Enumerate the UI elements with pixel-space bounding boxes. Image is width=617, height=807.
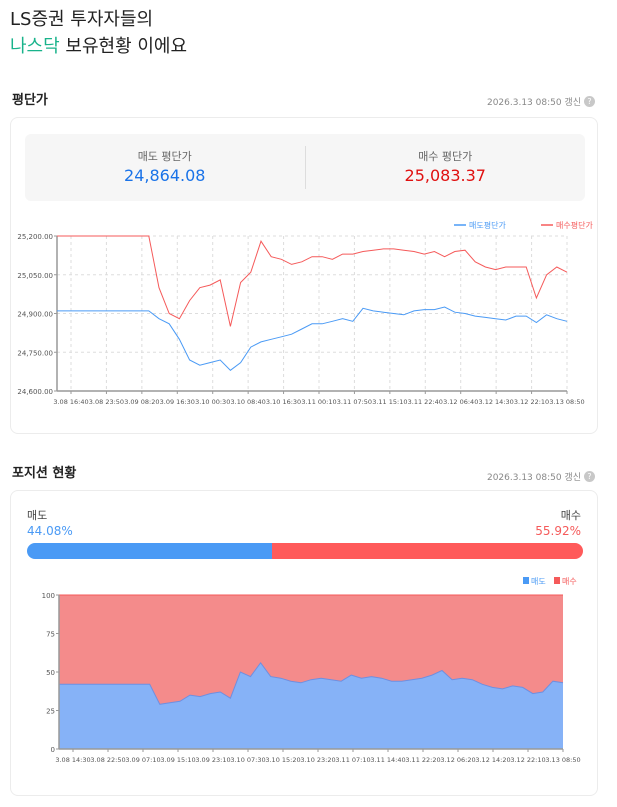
help-icon[interactable]: ? xyxy=(584,471,595,482)
x-tick-label: 3.09 07:10 xyxy=(125,756,160,764)
y-tick-label: 0 xyxy=(51,746,55,754)
updated-time: 2026.3.13 08:50 갱신 xyxy=(486,98,581,108)
position-updated: 2026.3.13 08:50 갱신? xyxy=(487,470,595,483)
legend-swatch xyxy=(523,577,529,584)
x-tick-label: 3.09 08:20 xyxy=(124,398,159,406)
legend-swatch xyxy=(554,577,560,584)
x-tick-label: 3.10 15:20 xyxy=(265,756,300,764)
x-tick-label: 3.13 08:50 xyxy=(545,756,580,764)
buy-avg-label: 매수 평단가 xyxy=(418,150,473,163)
title-line2: 보유현황 이에요 xyxy=(59,36,188,57)
updated-time: 2026.3.13 08:50 갱신 xyxy=(486,473,581,483)
x-tick-label: 3.11 15:10 xyxy=(372,398,407,406)
avg-price-line-chart: 24,600.00 24,750.00 24,900.00 25,050.00 25,2… xyxy=(17,220,593,406)
y-tick-label: 24,600.00 xyxy=(17,388,53,396)
sell-pct: 44.08% xyxy=(27,524,73,538)
x-tick-label: 3.12 14:30 xyxy=(479,398,514,406)
help-icon[interactable]: ? xyxy=(584,96,595,107)
x-tick-label: 3.08 14:30 xyxy=(55,756,90,764)
position-area-chart: 0 25 50 75 100 3.08 14:30 3.08 22:50 3.09 07:10… xyxy=(42,577,581,764)
position-ratio-bar xyxy=(27,543,583,559)
sell-area-edge xyxy=(59,661,564,705)
x-tick-label: 3.08 16:40 xyxy=(53,398,88,406)
market-name: 나스닥 xyxy=(10,36,60,57)
sell-label: 매도 xyxy=(27,509,48,522)
y-tick-label: 25,050.00 xyxy=(17,272,53,280)
x-tick-label: 3.12 06:20 xyxy=(440,756,475,764)
legend-label: 매도 xyxy=(531,577,546,586)
legend-label: 매수평단가 xyxy=(556,220,593,230)
y-tick-label: 24,750.00 xyxy=(17,349,53,357)
buy-bar xyxy=(272,543,583,559)
y-tick-label: 25 xyxy=(46,708,55,716)
x-tick-label: 3.11 22:40 xyxy=(408,398,443,406)
x-tick-label: 3.10 08:40 xyxy=(231,398,266,406)
buy-label: 매수 xyxy=(560,509,581,522)
series-line-sell xyxy=(57,306,568,371)
x-tick-label: 3.11 07:50 xyxy=(337,398,372,406)
sell-area xyxy=(59,662,563,749)
position-card: 매도 44.08% 매수 55.92% 0 25 50 75 100 3.08 14:30… xyxy=(10,490,598,796)
x-tick-label: 3.12 22:10 xyxy=(514,398,549,406)
y-tick-label: 24,900.00 xyxy=(17,311,53,319)
x-tick-label: 3.10 07:30 xyxy=(230,756,265,764)
avg-updated: 2026.3.13 08:50 갱신? xyxy=(487,95,595,108)
x-tick-label: 3.09 15:10 xyxy=(160,756,195,764)
x-tick-label: 3.12 14:20 xyxy=(475,756,510,764)
sell-avg-value: 24,864.08 xyxy=(124,166,206,185)
position-heading: 포지션 현황 xyxy=(12,466,77,481)
x-tick-label: 3.10 23:20 xyxy=(300,756,335,764)
legend-label: 매도평단가 xyxy=(469,220,506,230)
x-tick-label: 3.12 06:40 xyxy=(443,398,478,406)
y-tick-label: 50 xyxy=(46,669,55,677)
x-tick-label: 3.09 16:30 xyxy=(160,398,195,406)
x-tick-label: 3.08 22:50 xyxy=(90,756,125,764)
y-tick-label: 25,200.00 xyxy=(17,233,53,241)
page-title: LS증권 투자자들의 나스닥 보유현황 이에요 xyxy=(10,6,187,60)
avg-price-card: 매도 평단가 24,864.08 매수 평단가 25,083.37 24,600.0… xyxy=(10,117,598,434)
avg-summary: 매도 평단가 24,864.08 매수 평단가 25,083.37 xyxy=(25,134,585,201)
buy-avg-value: 25,083.37 xyxy=(404,166,486,185)
series-line-buy xyxy=(57,235,568,327)
x-tick-label: 3.10 00:30 xyxy=(195,398,230,406)
x-tick-label: 3.09 23:10 xyxy=(195,756,230,764)
buy-pct: 55.92% xyxy=(535,524,581,538)
y-tick-label: 75 xyxy=(46,631,55,639)
sell-bar xyxy=(27,543,273,559)
x-tick-label: 3.11 00:10 xyxy=(301,398,336,406)
avg-price-heading: 평단가 xyxy=(12,93,48,108)
x-tick-label: 3.11 07:10 xyxy=(335,756,370,764)
x-tick-label: 3.13 08:50 xyxy=(549,398,584,406)
y-tick-label: 100 xyxy=(42,592,55,600)
x-tick-label: 3.10 16:30 xyxy=(266,398,301,406)
x-tick-label: 3.12 22:10 xyxy=(510,756,545,764)
title-line1: LS증권 투자자들의 xyxy=(10,9,154,30)
divider xyxy=(304,146,306,189)
sell-avg-label: 매도 평단가 xyxy=(137,150,192,163)
x-tick-label: 3.11 14:40 xyxy=(370,756,405,764)
x-tick-label: 3.11 22:20 xyxy=(405,756,440,764)
x-tick-label: 3.08 23:50 xyxy=(89,398,124,406)
legend-label: 매수 xyxy=(562,577,577,586)
